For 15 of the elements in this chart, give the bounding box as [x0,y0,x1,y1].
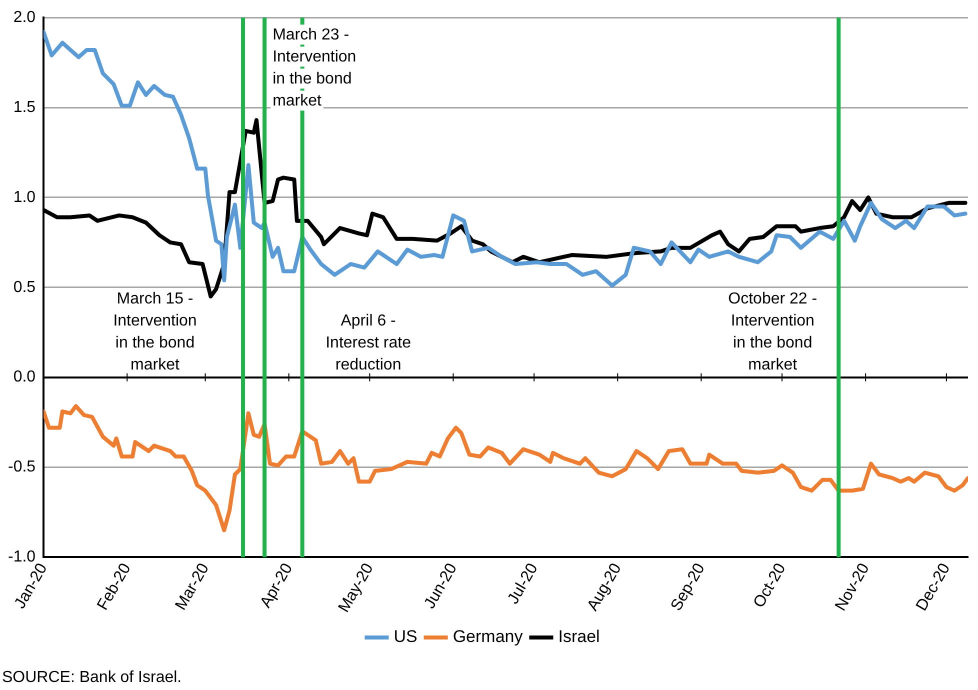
y-tick-label: -1.0 [8,548,36,566]
y-tick-label: 0.0 [13,368,36,386]
legend-label: Germany [452,627,524,646]
source-note: SOURCE: Bank of Israel. [2,669,182,686]
y-tick-label: 1.0 [13,188,36,206]
ref-line-label: April 6 - Interest rate reduction [326,312,412,374]
ref-line-label: October 22 - Intervention in the bond market [728,290,818,374]
ref-line-label: March 15 - Intervention in the bond market [113,290,197,374]
y-tick-label: 2.0 [13,9,36,26]
y-tick-label: -0.5 [8,458,36,476]
legend-label: US [394,627,418,646]
y-tick-label: 1.5 [13,98,36,116]
y-tick-label: 0.5 [13,278,36,296]
legend-label: Israel [558,627,600,646]
ref-line-label: March 23 - Intervention in the bond market [272,26,356,110]
